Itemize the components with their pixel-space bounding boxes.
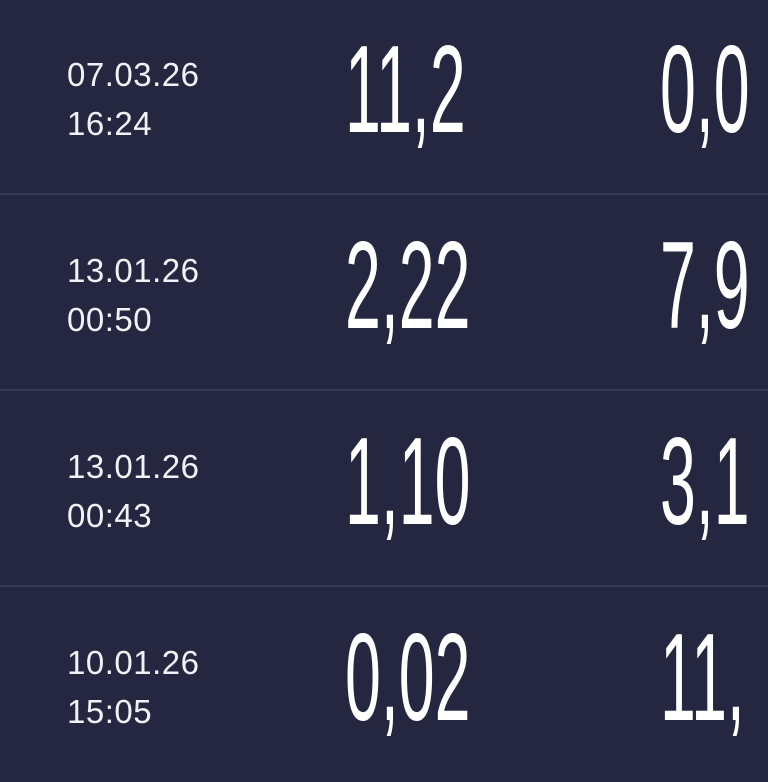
list-row[interactable]: 13.01.26 00:50 2,22 7,9	[0, 196, 768, 390]
value-secondary: 7,9	[660, 217, 750, 355]
row-divider	[0, 389, 768, 391]
time-text: 16:24	[67, 105, 153, 142]
date-text: 10.01.26	[67, 644, 200, 681]
timestamp: 13.01.26 00:50	[67, 246, 199, 344]
time-text: 00:50	[67, 301, 153, 338]
value-secondary: 11,	[660, 609, 745, 747]
list-row[interactable]: 10.01.26 15:05 0,02 11,	[0, 588, 768, 782]
value-primary: 1,10	[345, 413, 471, 551]
value-primary: 0,02	[345, 609, 471, 747]
row-divider	[0, 585, 768, 587]
value-primary: 2,22	[345, 217, 471, 355]
value-secondary: 3,1	[660, 413, 750, 551]
timestamp: 07.03.26 16:24	[67, 50, 199, 148]
list-row[interactable]: 13.01.26 00:43 1,10 3,1	[0, 392, 768, 586]
list-row[interactable]: 07.03.26 16:24 11,2 0,0	[0, 0, 768, 194]
timestamp: 13.01.26 00:43	[67, 442, 199, 540]
date-text: 13.01.26	[67, 252, 200, 289]
timestamp: 10.01.26 15:05	[67, 638, 199, 736]
row-divider	[0, 193, 768, 195]
date-text: 13.01.26	[67, 448, 200, 485]
value-primary: 11,2	[345, 21, 466, 159]
time-text: 00:43	[67, 497, 153, 534]
date-text: 07.03.26	[67, 56, 200, 93]
value-secondary: 0,0	[660, 21, 750, 159]
time-text: 15:05	[67, 693, 153, 730]
